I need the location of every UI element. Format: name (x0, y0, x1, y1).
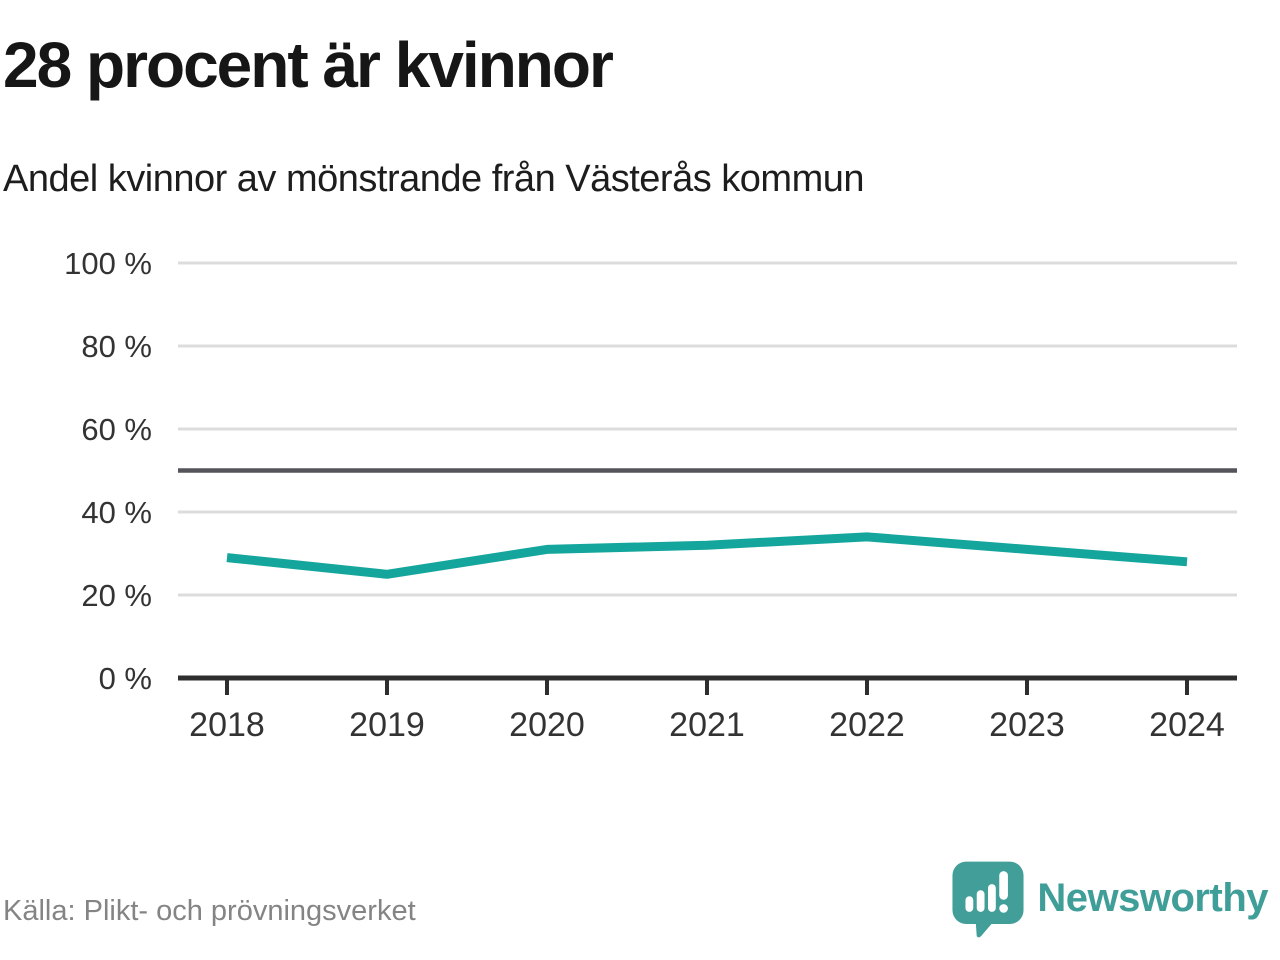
y-tick-label: 0 % (99, 661, 152, 696)
x-tick-label: 2024 (1149, 706, 1225, 744)
page-title: 28 procent är kvinnor (3, 29, 614, 101)
source-note: Källa: Plikt- och prövningsverket (3, 895, 416, 927)
x-tick-label: 2023 (989, 706, 1065, 744)
y-tick-label: 80 % (81, 329, 152, 364)
chart-subtitle: Andel kvinnor av mönstrande från Västerå… (3, 158, 864, 200)
x-tick-label: 2022 (829, 706, 905, 744)
line-chart-canvas: 0 % 20 % 40 % 60 % 80 % 100 % 2018 2019 2020 2021… (64, 246, 1237, 744)
newsworthy-logo: Newsworthy (949, 858, 1268, 938)
newsworthy-logo-icon (952, 861, 1024, 938)
data-line (226, 532, 1188, 579)
y-tick-label: 20 % (81, 578, 152, 613)
x-tick-label: 2021 (669, 706, 745, 744)
chart-footer: Källa: Plikt- och prövningsverket Newswo… (0, 840, 1280, 960)
x-tick-label: 2018 (189, 706, 265, 744)
y-tick-label: 100 % (64, 246, 152, 281)
line-chart: 0 % 20 % 40 % 60 % 80 % 100 % 2018 2019 2020 2021… (0, 240, 1280, 780)
x-tick-label: 2019 (349, 706, 425, 744)
y-tick-label: 40 % (81, 495, 152, 530)
x-tick-label: 2020 (509, 706, 585, 744)
y-tick-label: 60 % (81, 412, 152, 447)
newsworthy-logo-text: Newsworthy (1037, 875, 1268, 920)
